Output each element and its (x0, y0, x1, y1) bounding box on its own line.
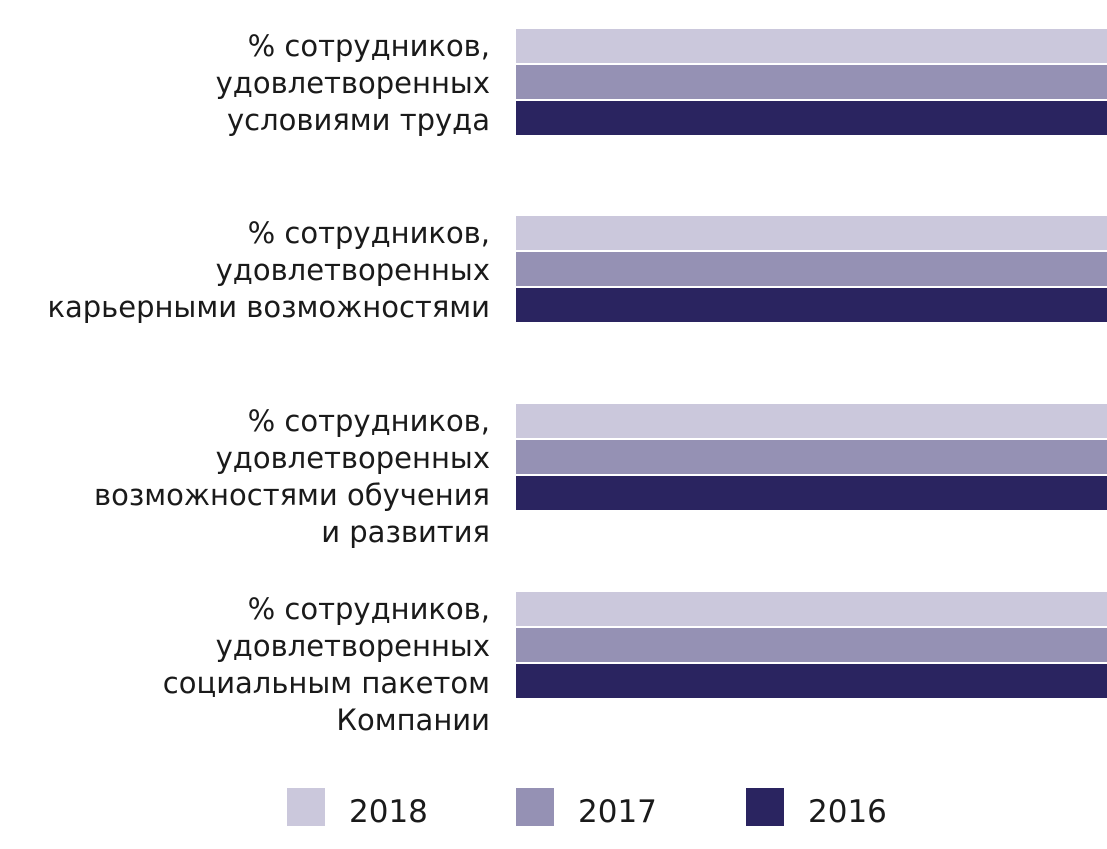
category-label-line: удовлетворенных (216, 441, 490, 475)
category-label-3: % сотрудников, удовлетворенных возможностя… (94, 404, 490, 549)
category-label-line: % сотрудников, (248, 216, 490, 250)
legend-label-2018: 2018 (349, 794, 428, 830)
legend: 2018 2017 2016 (287, 788, 887, 830)
bar-2016-cat3 (516, 476, 1107, 510)
category-label-2: % сотрудников, удовлетворенных карьерными … (47, 216, 490, 324)
bars-layer (516, 29, 1107, 698)
category-label-line: возможностями обучения (94, 478, 490, 512)
bar-2017-cat1 (516, 65, 1107, 99)
bar-2016-cat4 (516, 664, 1107, 698)
category-label-line: Компании (336, 703, 490, 737)
legend-swatch-2016 (746, 788, 784, 826)
category-label-line: социальным пакетом (163, 666, 490, 700)
category-labels-layer: % сотрудников, удовлетворенных условиями т… (47, 29, 490, 737)
legend-label-2017: 2017 (578, 794, 657, 830)
category-label-line: % сотрудников, (248, 592, 490, 626)
legend-swatch-2018 (287, 788, 325, 826)
bar-2016-cat2 (516, 288, 1107, 322)
bar-2016-cat1 (516, 101, 1107, 135)
category-label-1: % сотрудников, удовлетворенных условиями т… (216, 29, 490, 137)
category-label-line: карьерными возможностями (47, 290, 490, 324)
bar-2018-cat1 (516, 29, 1107, 63)
category-label-line: % сотрудников, (248, 404, 490, 438)
bar-2018-cat2 (516, 216, 1107, 250)
category-label-line: удовлетворенных (216, 629, 490, 663)
category-label-4: % сотрудников, удовлетворенных социальным … (163, 592, 490, 737)
category-label-line: удовлетворенных (216, 253, 490, 287)
bar-2017-cat2 (516, 252, 1107, 286)
bar-2017-cat4 (516, 628, 1107, 662)
legend-swatch-2017 (516, 788, 554, 826)
bar-2017-cat3 (516, 440, 1107, 474)
category-label-line: условиями труда (227, 103, 490, 137)
bar-2018-cat4 (516, 592, 1107, 626)
category-label-line: удовлетворенных (216, 66, 490, 100)
legend-label-2016: 2016 (808, 794, 887, 830)
category-label-line: % сотрудников, (248, 29, 490, 63)
bar-2018-cat3 (516, 404, 1107, 438)
category-label-line: и развития (321, 515, 490, 549)
